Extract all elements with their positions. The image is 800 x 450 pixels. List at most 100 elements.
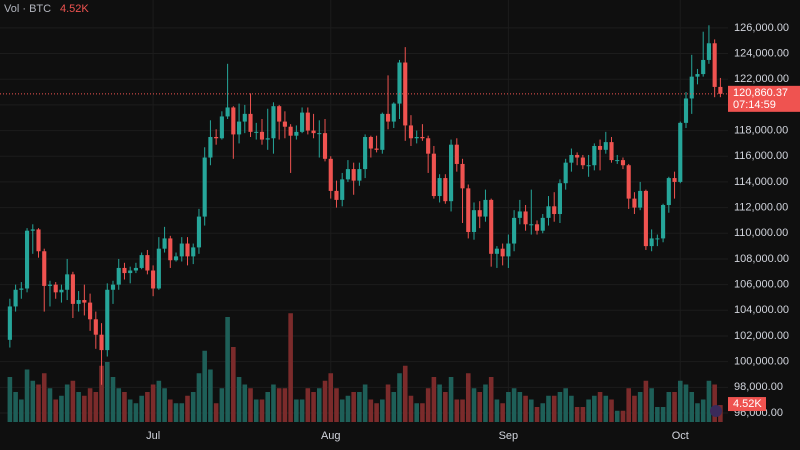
volume-bar xyxy=(190,392,196,422)
candle-body xyxy=(13,289,18,307)
volume-bar xyxy=(24,369,30,422)
volume-bar xyxy=(162,388,167,422)
volume-bar xyxy=(637,392,643,422)
candle-body xyxy=(454,144,459,164)
candle-body xyxy=(620,160,626,166)
volume-bar xyxy=(580,407,586,422)
candle-body xyxy=(7,306,12,340)
candle-body xyxy=(334,190,339,200)
candle-body xyxy=(512,217,517,244)
candle-body xyxy=(483,199,488,217)
volume-bar xyxy=(253,399,259,422)
candle-body xyxy=(420,136,425,139)
axis: 96,000.0098,000.00100,000.00102,000.0010… xyxy=(0,22,800,442)
volume-pane xyxy=(7,313,723,422)
volume-bar xyxy=(322,380,328,422)
candle-body xyxy=(185,243,190,257)
candle-body xyxy=(65,274,70,290)
candle-body xyxy=(500,248,505,257)
volume-bar xyxy=(677,380,683,422)
y-tick-label: 114,000.00 xyxy=(734,176,788,188)
candle-body xyxy=(70,274,75,304)
candle-body xyxy=(179,243,184,257)
volume-bar xyxy=(59,395,64,422)
volume-bar xyxy=(53,399,58,422)
candle-body xyxy=(271,106,276,139)
candle-body xyxy=(609,142,614,161)
candle-body xyxy=(643,190,648,247)
candle-body xyxy=(357,169,362,181)
volume-bar xyxy=(13,392,18,422)
candle-body xyxy=(300,112,305,132)
candle-body xyxy=(575,154,580,158)
candle-body xyxy=(443,178,448,202)
last-price-label: 120,860.37 xyxy=(733,87,788,99)
candle-body xyxy=(706,43,711,60)
volume-bar xyxy=(208,369,213,422)
volume-bar xyxy=(586,399,591,422)
volume-bar xyxy=(236,377,242,422)
candle-body xyxy=(82,300,87,303)
candle-body xyxy=(563,162,568,184)
candle-body xyxy=(580,157,585,166)
volume-bar xyxy=(569,395,574,422)
volume-bar xyxy=(99,365,104,422)
volume-bar xyxy=(603,395,609,422)
volume-bar xyxy=(523,395,528,422)
candle-body xyxy=(145,255,150,271)
candle-body xyxy=(655,238,660,240)
volume-bar xyxy=(87,388,93,422)
candle-body xyxy=(586,165,591,167)
candle-body xyxy=(529,224,534,226)
volume-bar xyxy=(643,380,649,422)
candle-body xyxy=(408,125,414,139)
y-tick-label: 100,000.00 xyxy=(734,356,789,368)
volume-bar xyxy=(41,373,47,422)
candle-body xyxy=(534,224,540,231)
candle-body xyxy=(368,136,373,149)
volume-bar xyxy=(655,407,660,422)
candle-body xyxy=(466,188,471,232)
volume-bar xyxy=(328,373,334,422)
volume-bar xyxy=(316,388,322,422)
volume-bar xyxy=(271,384,276,422)
y-tick-label: 98,000.00 xyxy=(734,381,783,393)
volume-bar xyxy=(460,399,465,422)
volume-bar xyxy=(351,392,356,422)
candle-body xyxy=(196,216,202,248)
candle-body xyxy=(345,169,350,180)
candle-body xyxy=(202,157,207,217)
candle-body xyxy=(42,251,47,286)
volume-bar xyxy=(454,399,460,422)
candle-body xyxy=(173,256,179,261)
volume-bar xyxy=(47,388,53,422)
candle-body xyxy=(110,284,116,290)
candle-body xyxy=(683,98,689,123)
candle-body xyxy=(225,107,230,117)
volume-bar xyxy=(506,392,511,422)
candle-body xyxy=(517,211,522,218)
candle-body xyxy=(265,138,270,140)
candle-body xyxy=(414,136,419,139)
volume-bar xyxy=(145,392,150,422)
candle-body xyxy=(122,267,127,274)
candle-body xyxy=(133,267,138,271)
candle-body xyxy=(397,62,402,104)
volume-bar xyxy=(139,395,144,422)
volume-bar xyxy=(345,395,351,422)
candle-body xyxy=(208,136,213,158)
candle-body xyxy=(638,190,643,208)
candle-body xyxy=(426,138,431,154)
candle-body xyxy=(718,86,723,94)
volume-bar xyxy=(7,377,13,422)
volume-bar xyxy=(672,392,677,422)
volume-bar xyxy=(408,395,414,422)
volume-bar xyxy=(397,373,402,422)
volume-bar xyxy=(265,392,271,422)
volume-bar xyxy=(127,399,133,422)
volume-bar xyxy=(546,395,551,422)
volume-bar xyxy=(362,384,368,422)
volume-bar xyxy=(70,380,76,422)
